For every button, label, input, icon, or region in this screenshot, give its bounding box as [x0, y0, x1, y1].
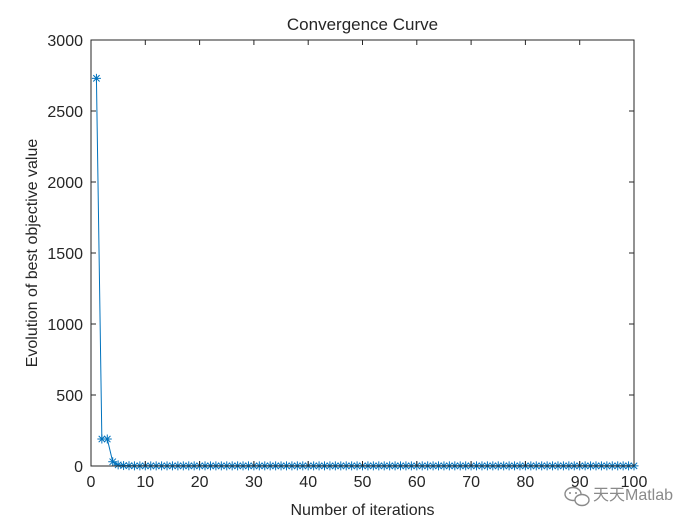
x-tick-label: 30	[245, 474, 263, 491]
x-tick-label: 80	[517, 474, 535, 491]
y-axis-title: Evolution of best objective value	[24, 139, 41, 368]
x-tick-label: 40	[299, 474, 317, 491]
y-tick-label: 0	[74, 459, 83, 476]
x-tick-label: 60	[408, 474, 426, 491]
tick-layer: 0 10 20 30 40 50 60 70 80 90 100050010001500200025…	[47, 33, 647, 491]
x-tick-label: 50	[354, 474, 372, 491]
x-tick-label: 90	[571, 474, 589, 491]
y-tick-label: 1500	[47, 246, 83, 263]
data-point-marker	[102, 434, 112, 444]
wechat-icon	[564, 486, 590, 507]
x-tick-label: 20	[191, 474, 209, 491]
y-tick-label: 1000	[47, 317, 83, 334]
x-tick-label: 100	[621, 474, 648, 491]
watermark-text: 天天Matlab	[593, 487, 673, 504]
x-tick-label: 10	[136, 474, 154, 491]
chart-title: Convergence Curve	[287, 15, 438, 34]
plot-area	[91, 40, 634, 466]
watermark: 天天Matlab	[564, 486, 673, 507]
x-tick-label: 0	[87, 474, 96, 491]
y-tick-label: 500	[56, 388, 83, 405]
y-tick-label: 2000	[47, 175, 83, 192]
data-point-marker	[91, 73, 101, 83]
x-axis-title: Number of iterations	[290, 502, 434, 519]
x-tick-label: 70	[462, 474, 480, 491]
y-tick-label: 3000	[47, 33, 83, 50]
y-tick-label: 2500	[47, 104, 83, 121]
